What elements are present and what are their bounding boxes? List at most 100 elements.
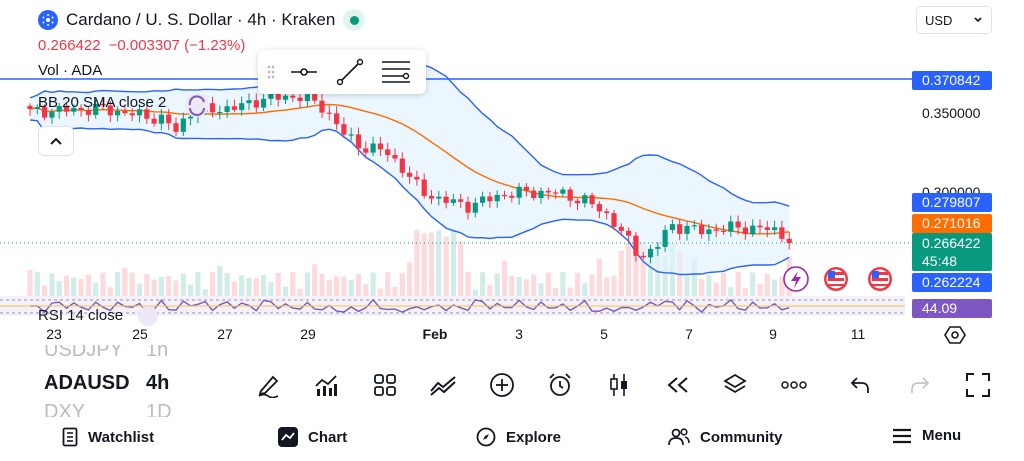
volume-bar xyxy=(764,274,770,296)
volume-bar xyxy=(611,275,617,296)
nav-explore[interactable]: Explore xyxy=(476,427,561,447)
rsi-loading-icon xyxy=(138,306,158,326)
drawing-toolbar[interactable] xyxy=(258,50,426,94)
chart-area[interactable]: Cardano / U. S. Dollar · 4h · Kraken 0.2… xyxy=(0,0,1024,350)
candle xyxy=(275,93,281,100)
chart-toolbar[interactable] xyxy=(248,364,1024,406)
candle xyxy=(669,224,675,230)
time-label: Feb xyxy=(422,326,448,342)
add-button[interactable] xyxy=(481,364,523,406)
time-label: 9 xyxy=(769,326,777,342)
volume-bar xyxy=(772,279,778,296)
candle xyxy=(355,134,362,149)
us-flag-event-icon[interactable] xyxy=(824,267,848,291)
us-flag-event-icon-2[interactable] xyxy=(868,267,892,291)
line-style-icon xyxy=(382,61,410,83)
symbol-legend[interactable]: Cardano / U. S. Dollar · 4h · Kraken xyxy=(38,9,366,31)
candle xyxy=(618,226,624,231)
object-tree-button[interactable] xyxy=(714,364,756,406)
layouts-button[interactable] xyxy=(364,364,406,406)
candle xyxy=(312,94,318,101)
fullscreen-button[interactable] xyxy=(957,364,999,406)
volume-bar xyxy=(246,277,252,296)
chart-icon xyxy=(278,427,298,447)
current-symbol-interval[interactable]: 4h xyxy=(146,372,170,394)
candle xyxy=(78,107,84,110)
alarm-clock-icon xyxy=(549,373,571,396)
indicators-icon xyxy=(315,375,337,396)
volume-bar xyxy=(618,250,624,296)
candle xyxy=(480,196,486,203)
current-symbol[interactable]: ADAUSD xyxy=(44,372,130,394)
candle xyxy=(93,104,99,115)
candle xyxy=(129,113,135,116)
candle xyxy=(261,98,267,108)
volume-bar xyxy=(100,272,106,296)
volume-bar xyxy=(144,274,150,296)
candle xyxy=(713,229,719,231)
bb-basis-price-label: 0.271016 xyxy=(912,214,992,233)
collapse-legend-button[interactable] xyxy=(38,126,74,156)
drag-handle-icon[interactable] xyxy=(264,54,278,90)
volume-bar xyxy=(217,266,223,296)
nav-menu[interactable]: Menu xyxy=(892,427,961,444)
candle xyxy=(304,94,310,102)
volume-bar xyxy=(480,272,486,296)
prev-symbol[interactable]: USDJPY xyxy=(44,345,123,361)
candle xyxy=(377,143,383,150)
candle xyxy=(268,93,274,99)
volume-bar xyxy=(42,285,48,296)
candle xyxy=(399,158,405,173)
candle xyxy=(779,227,785,239)
currency-select[interactable]: USD xyxy=(916,6,992,34)
volume-legend[interactable]: Vol · ADA xyxy=(38,62,103,79)
nav-watchlist[interactable]: Watchlist xyxy=(62,427,154,447)
volume-bar xyxy=(428,232,435,296)
time-label: 3 xyxy=(515,326,523,342)
rsi-value-label: 44.09 xyxy=(912,299,992,318)
volume-bar xyxy=(297,288,303,296)
volume-bar xyxy=(443,236,449,296)
nav-community-label: Community xyxy=(700,428,783,446)
volume-bar xyxy=(567,287,573,296)
chart-type-button[interactable] xyxy=(598,364,640,406)
replay-button[interactable] xyxy=(657,364,699,406)
alert-icon[interactable] xyxy=(783,266,809,292)
nav-chart-label: Chart xyxy=(308,428,348,446)
nav-community[interactable]: Community xyxy=(668,427,783,447)
price-chart[interactable] xyxy=(0,0,1024,350)
candle xyxy=(282,95,289,100)
drawing-tool-button[interactable] xyxy=(248,364,290,406)
volume-bar xyxy=(750,272,756,296)
candle xyxy=(392,154,398,159)
alert-button[interactable] xyxy=(539,364,581,406)
redo-button xyxy=(899,364,941,406)
candle xyxy=(720,230,727,232)
time-label: 5 xyxy=(600,326,608,342)
candle xyxy=(100,104,106,106)
chart-settings-icon[interactable] xyxy=(944,324,966,346)
rsi-legend[interactable]: RSI 14 close xyxy=(38,307,124,324)
candle xyxy=(531,190,537,199)
time-label: 7 xyxy=(685,326,693,342)
bottom-navigation[interactable]: Watchlist Chart Explore Community Menu xyxy=(0,417,1024,461)
trend-line-tool-button[interactable] xyxy=(330,54,370,90)
undo-button[interactable] xyxy=(839,364,881,406)
horizontal-line-tool-button[interactable] xyxy=(284,54,324,90)
bollinger-legend[interactable]: BB 20 SMA close 2 xyxy=(38,94,167,111)
chevron-down-icon xyxy=(974,17,982,23)
volume-bar xyxy=(363,284,369,296)
nav-chart[interactable]: Chart xyxy=(278,427,347,447)
more-button[interactable] xyxy=(773,364,815,406)
volume-bar xyxy=(275,272,281,296)
grid-icon xyxy=(374,374,396,396)
time-axis[interactable]: 23 25 27 29 Feb 3 5 7 9 11 xyxy=(0,326,1024,346)
indicators-button[interactable] xyxy=(305,364,347,406)
compare-button[interactable] xyxy=(422,364,464,406)
symbol-switcher[interactable]: USDJPY 1h ADAUSD 4h DXY 1D xyxy=(0,345,230,417)
next-symbol[interactable]: DXY xyxy=(44,401,86,417)
candle xyxy=(596,204,602,212)
line-settings-button[interactable] xyxy=(376,54,416,90)
nav-watchlist-label: Watchlist xyxy=(88,428,155,446)
candle xyxy=(166,114,172,124)
